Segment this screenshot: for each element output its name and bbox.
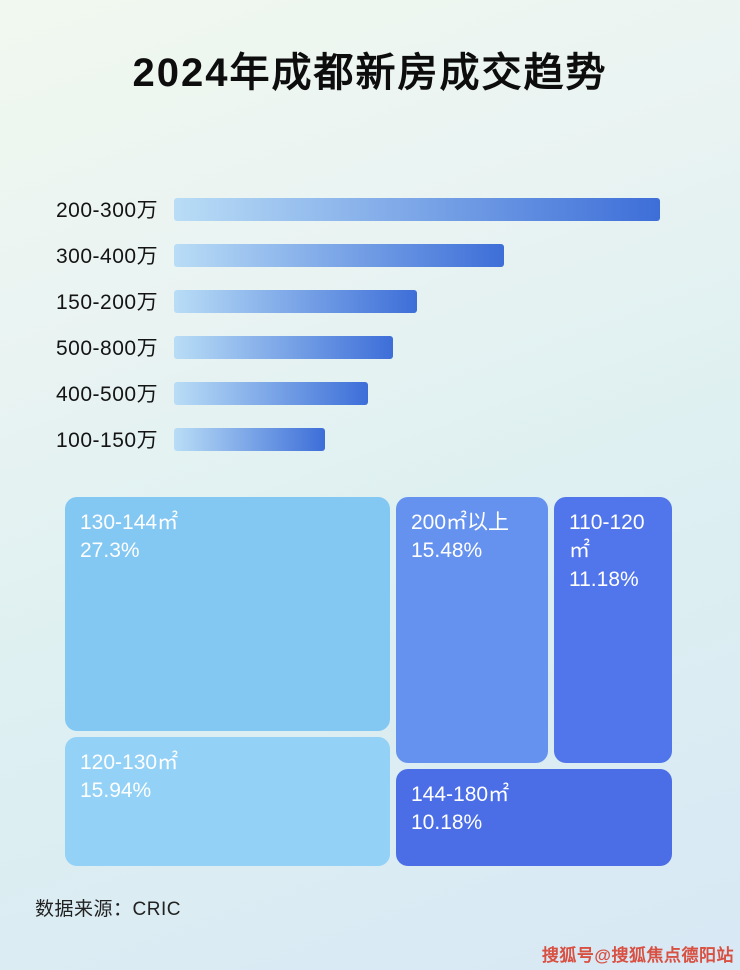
bar-row: 200-300万 — [56, 186, 696, 232]
treemap-block-label: 144-180㎡ — [411, 783, 510, 806]
watermark-text: 搜狐号@搜狐焦点德阳站 — [541, 946, 734, 965]
bar — [174, 243, 505, 267]
bar — [174, 197, 660, 221]
bar-track — [174, 335, 660, 359]
bar-track — [174, 427, 660, 451]
price-band-bar-chart: 200-300万 300-400万 150-200万 500-800万 400-… — [56, 186, 696, 462]
treemap-block-label: 110-120㎡ — [569, 511, 645, 563]
bar — [174, 381, 369, 405]
bar-label: 200-300万 — [56, 199, 159, 222]
data-source-caption: 数据来源：CRIC — [35, 899, 181, 920]
bar-row: 100-150万 — [56, 416, 696, 462]
bar-track — [174, 197, 660, 221]
treemap-block: 200㎡以上 15.48% — [396, 497, 548, 763]
bar — [174, 427, 325, 451]
bar-row: 150-200万 — [56, 278, 696, 324]
bar-track — [174, 243, 660, 267]
treemap-block-value: 27.3% — [80, 539, 140, 563]
bar-label: 400-500万 — [56, 383, 159, 406]
bar-label: 500-800万 — [56, 337, 159, 360]
bar — [174, 335, 393, 359]
treemap-block-label: 130-144㎡ — [80, 511, 179, 534]
treemap-block: 120-130㎡ 15.94% — [65, 737, 390, 866]
bar-row: 500-800万 — [56, 324, 696, 370]
treemap-block-value: 11.18% — [569, 567, 639, 591]
treemap-block-value: 15.94% — [80, 779, 152, 803]
treemap-block: 144-180㎡ 10.18% — [396, 769, 672, 866]
bar-track — [174, 289, 660, 313]
treemap-block-label: 200㎡以上 — [411, 511, 510, 534]
treemap-block: 130-144㎡ 27.3% — [65, 497, 390, 731]
page-title: 2024年成都新房成交趋势 — [132, 51, 608, 95]
treemap-block-value: 10.18% — [411, 811, 483, 835]
bar-label: 300-400万 — [56, 245, 159, 268]
treemap-block: 110-120㎡ 11.18% — [554, 497, 672, 763]
bar-track — [174, 381, 660, 405]
bar — [174, 289, 417, 313]
bar-label: 150-200万 — [56, 291, 159, 314]
treemap-block-label: 120-130㎡ — [80, 751, 179, 774]
treemap-block-value: 15.48% — [411, 539, 483, 563]
bar-row: 400-500万 — [56, 370, 696, 416]
bar-label: 100-150万 — [56, 429, 159, 452]
area-share-treemap: 130-144㎡ 27.3% 120-130㎡ 15.94% 200㎡以上 15… — [65, 497, 672, 866]
bar-row: 300-400万 — [56, 232, 696, 278]
